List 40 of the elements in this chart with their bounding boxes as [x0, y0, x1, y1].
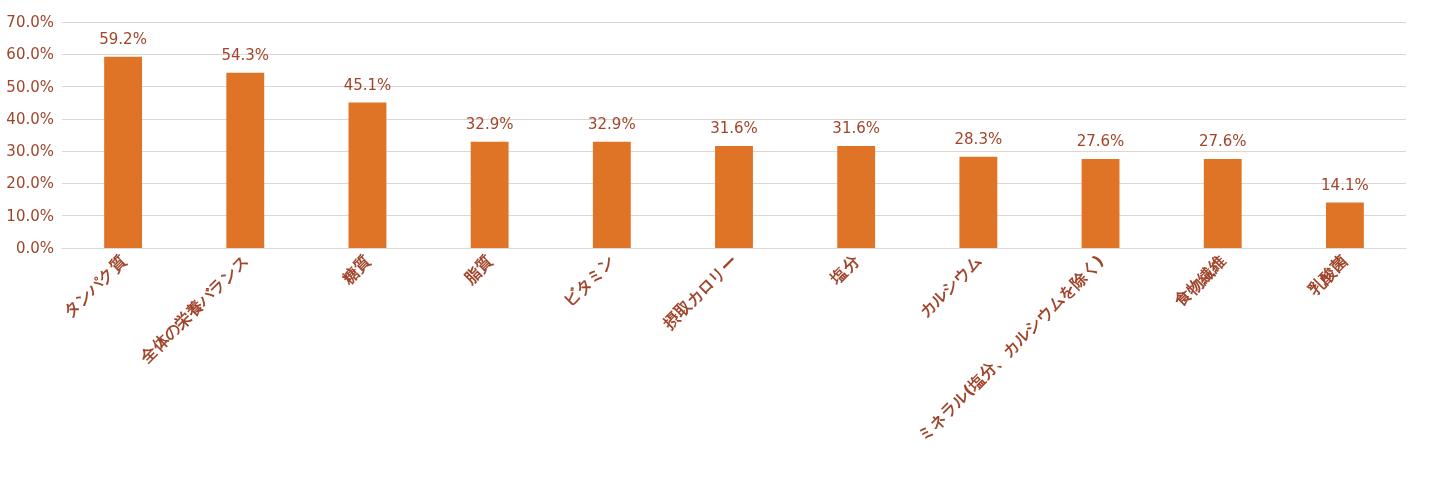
x-tick-label: ビタミン [559, 251, 619, 310]
x-tick-label: 全体の栄養バランス [136, 251, 252, 368]
x-tick-label: タンパク質 [59, 251, 130, 322]
x-tick-label: 摂取カロリー [658, 251, 741, 334]
data-label: 31.6% [710, 119, 758, 138]
bar [104, 56, 143, 248]
y-tick-label: 50.0% [6, 77, 54, 96]
data-label: 45.1% [343, 75, 392, 94]
bar [715, 145, 753, 248]
data-label: 32.9% [587, 115, 636, 134]
y-tick-label: 10.0% [6, 206, 54, 225]
data-label: 14.1% [1321, 175, 1369, 194]
bar [1081, 158, 1120, 248]
bar [592, 141, 631, 248]
y-tick-label: 70.0% [6, 13, 54, 31]
x-tick-label: 乳酸菌 [1303, 251, 1352, 300]
data-label: 27.6% [1076, 132, 1125, 151]
data-label: 31.6% [832, 119, 881, 138]
x-tick-label: 塩分 [826, 250, 864, 289]
bar [470, 141, 509, 248]
y-tick-label: 20.0% [6, 174, 54, 193]
x-tick-label: 糖質 [337, 251, 375, 289]
data-label: 54.3% [221, 46, 270, 65]
bar [837, 145, 876, 248]
bar [1325, 202, 1364, 248]
data-label: 32.9% [465, 115, 514, 134]
bar [348, 102, 387, 248]
x-tick-label: 食物繊維 [1170, 251, 1230, 311]
y-tick-label: 0.0% [15, 239, 54, 257]
x-tick-label: 脂質 [459, 251, 497, 289]
data-label: 28.3% [954, 130, 1003, 149]
data-label: 59.2% [99, 30, 147, 49]
data-label: 27.6% [1198, 132, 1247, 151]
x-tick-label: カルシウム [915, 251, 986, 322]
bar [226, 72, 265, 248]
y-tick-label: 40.0% [6, 109, 54, 128]
y-tick-label: 60.0% [6, 45, 54, 64]
bar [959, 156, 998, 248]
y-tick-label: 30.0% [6, 142, 54, 161]
bar [1203, 158, 1242, 248]
